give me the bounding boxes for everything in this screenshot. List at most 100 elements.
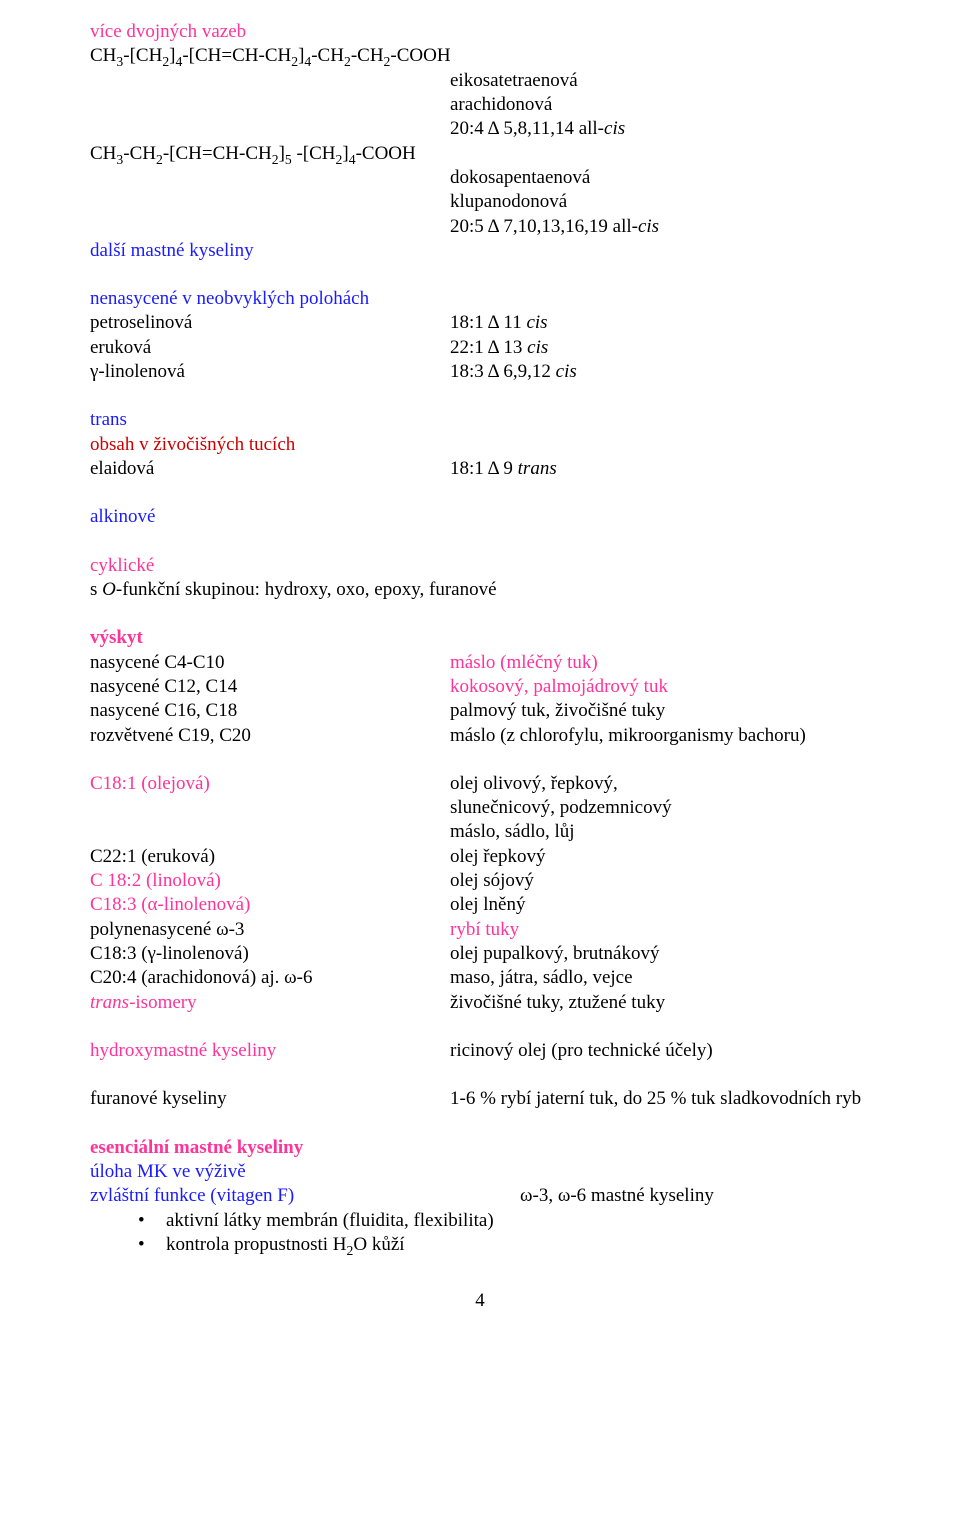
cell-left: eruková [90, 336, 450, 360]
table-row: máslo, sádlo, lůj [90, 820, 870, 844]
text-line: arachidonová [90, 93, 870, 117]
t: O kůží [353, 1234, 404, 1255]
cell-left: C 18:2 (linolová) [90, 869, 450, 893]
t: 2 [156, 151, 163, 166]
cell-right: olej lněný [450, 893, 870, 917]
t: -[CH=CH-CH [182, 45, 291, 66]
list-item: • kontrola propustnosti H2O kůží [90, 1233, 870, 1257]
section-heading: výskyt [90, 626, 870, 650]
t: 20:5 Δ 7,10,13,16,19 all- [450, 216, 638, 237]
table-row: hydroxymastné kyselinyricinový olej (pro… [90, 1039, 870, 1063]
t: -isomery [129, 992, 197, 1013]
table: furanové kyseliny1-6 % rybí jaterní tuk,… [90, 1087, 870, 1111]
text-line: eikosatetraenová [90, 69, 870, 93]
table-row: furanové kyseliny1-6 % rybí jaterní tuk,… [90, 1087, 870, 1111]
cell-left: hydroxymastné kyseliny [90, 1039, 450, 1063]
cell-left: nasycené C12, C14 [90, 675, 450, 699]
table-row: nasycené C12, C14kokosový, palmojádrový … [90, 675, 870, 699]
t: CH [90, 143, 116, 164]
table: C18:1 (olejová)olej olivový, řepkový,slu… [90, 772, 870, 1015]
cell-right: 18:1 Δ 11 cis [450, 311, 870, 335]
spacer [90, 1063, 870, 1087]
t: aktivní látky membrán (fluidita, flexibi… [166, 1209, 494, 1233]
cell-right: palmový tuk, živočišné tuky [450, 699, 870, 723]
t: 18:3 Δ 6,9,12 [450, 361, 556, 382]
cell-left: nasycené C4-C10 [90, 651, 450, 675]
table-row: slunečnicový, podzemnicový [90, 796, 870, 820]
t: trans [90, 992, 129, 1013]
t: -CH [123, 143, 156, 164]
cell-right: 18:1 Δ 9 trans [450, 457, 870, 481]
cell-right: kokosový, palmojádrový tuk [450, 675, 870, 699]
bullet-icon: • [138, 1209, 166, 1233]
t: O [102, 579, 116, 600]
cell-right: olej pupalkový, brutnákový [450, 942, 870, 966]
section-heading: cyklické [90, 554, 870, 578]
table-row: C18:3 (γ-linolenová)olej pupalkový, brut… [90, 942, 870, 966]
table-row: trans-isomeryživočišné tuky, ztužené tuk… [90, 991, 870, 1015]
bullet-icon: • [138, 1233, 166, 1257]
spacer [90, 481, 870, 505]
t: -funkční skupinou: hydroxy, oxo, epoxy, … [116, 579, 497, 600]
table-row: C18:1 (olejová)olej olivový, řepkový, [90, 772, 870, 796]
table-row: nasycené C4-C10máslo (mléčný tuk) [90, 651, 870, 675]
t: cis [638, 216, 659, 237]
table-row: C18:3 (α-linolenová)olej lněný [90, 893, 870, 917]
text-line: 20:5 Δ 7,10,13,16,19 all-cis [90, 215, 870, 239]
cell-left: trans-isomery [90, 991, 450, 1015]
cell-right: olej sójový [450, 869, 870, 893]
t: 18:1 Δ 9 [450, 458, 518, 479]
table-row: C20:4 (arachidonová) aj. ω-6maso, játra,… [90, 966, 870, 990]
t: kontrola propustnosti H [166, 1234, 347, 1255]
table-row: rozvětvené C19, C20máslo (z chlorofylu, … [90, 724, 870, 748]
cell-left: γ-linolenová [90, 360, 450, 384]
table: hydroxymastné kyselinyricinový olej (pro… [90, 1039, 870, 1063]
t: CH [90, 45, 116, 66]
t: cis [526, 312, 547, 333]
table-row: nasycené C16, C18palmový tuk, živočišné … [90, 699, 870, 723]
cell-right: slunečnicový, podzemnicový [450, 796, 870, 820]
t: cis [604, 118, 625, 139]
cell-right: ricinový olej (pro technické účely) [450, 1039, 870, 1063]
text-line: dokosapentaenová [90, 166, 870, 190]
t: 5 [285, 151, 292, 166]
t: 18:1 Δ 11 [450, 312, 526, 333]
text-line: obsah v živočišných tucích [90, 433, 870, 457]
text-line: 20:4 Δ 5,8,11,14 all-cis [90, 117, 870, 141]
cell-right: máslo (z chlorofylu, mikroorganismy bach… [450, 724, 870, 748]
text-line: úloha MK ve výživě [90, 1160, 870, 1184]
t: trans [518, 458, 557, 479]
section-heading: esenciální mastné kyseliny [90, 1136, 870, 1160]
t: 22:1 Δ 13 [450, 337, 527, 358]
page-number: 4 [90, 1289, 870, 1313]
cell-right: 22:1 Δ 13 cis [450, 336, 870, 360]
t: kontrola propustnosti H2O kůží [166, 1233, 405, 1257]
spacer [90, 1015, 870, 1039]
cell-left: C18:1 (olejová) [90, 772, 450, 796]
cell-left: elaidová [90, 457, 450, 481]
cell-left [90, 796, 450, 820]
t: cis [527, 337, 548, 358]
cell-left: zvláštní funkce (vitagen F) [90, 1184, 520, 1208]
formula-line: CH3-CH2-[CH=CH-CH2]5 -[CH2]4-COOH [90, 142, 870, 166]
t: cis [556, 361, 577, 382]
cell-left: petroselinová [90, 311, 450, 335]
cell-right: máslo (mléčný tuk) [450, 651, 870, 675]
t: s [90, 579, 102, 600]
spacer [90, 1112, 870, 1136]
cell-right: rybí tuky [450, 918, 870, 942]
list-item: • aktivní látky membrán (fluidita, flexi… [90, 1209, 870, 1233]
cell-right: ω-3, ω-6 mastné kyseliny [520, 1184, 870, 1208]
cell-left: nasycené C16, C18 [90, 699, 450, 723]
t: -[CH [292, 143, 336, 164]
table-row: zvláštní funkce (vitagen F) ω-3, ω-6 mas… [90, 1184, 870, 1208]
t: -CH [311, 45, 344, 66]
text-line: další mastné kyseliny [90, 239, 870, 263]
cell-right: maso, játra, sádlo, vejce [450, 966, 870, 990]
table-row: elaidová 18:1 Δ 9 trans [90, 457, 870, 481]
t: -[CH [123, 45, 162, 66]
cell-left: C18:3 (α-linolenová) [90, 893, 450, 917]
cell-right: olej olivový, řepkový, [450, 772, 870, 796]
cell-left: polynenasycené ω-3 [90, 918, 450, 942]
table: nasycené C4-C10máslo (mléčný tuk)nasycen… [90, 651, 870, 748]
